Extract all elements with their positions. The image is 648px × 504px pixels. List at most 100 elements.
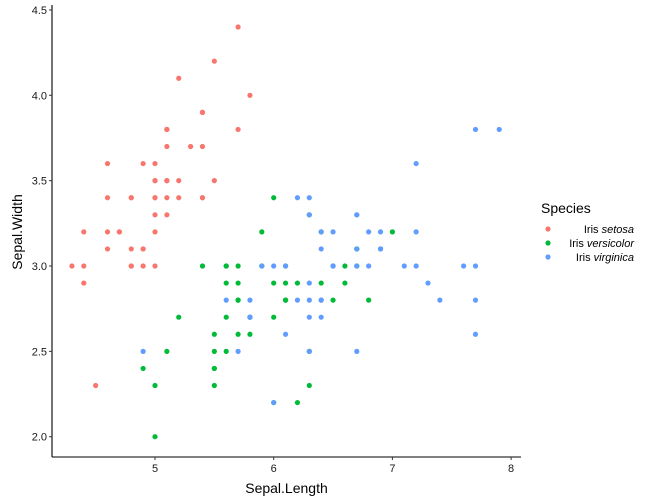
data-point [235,297,241,303]
data-point [282,280,289,286]
x-tick-label: 5 [152,463,158,475]
legend-title: Species [541,200,591,216]
x-tick-label: 6 [271,463,277,475]
data-point [354,263,360,269]
data-point [271,314,277,320]
data-point [199,195,206,201]
data-point [354,348,360,354]
data-point [199,143,206,150]
data-point [294,280,301,286]
data-point [211,178,217,184]
data-point [176,75,182,81]
x-axis-title: Sepal.Length [245,480,328,496]
data-point [294,297,301,303]
data-point [140,365,146,372]
data-point [306,297,312,303]
data-point [152,178,158,184]
data-point [152,160,158,167]
data-point [330,263,336,269]
data-point [413,229,419,235]
y-axis: 2.0 2.5 3.0 3.5 4.0 4.5 [32,5,53,457]
data-point [211,331,217,337]
data-point [235,263,241,269]
data-point [247,314,253,320]
data-point [318,314,324,320]
data-point [306,195,312,201]
data-point [330,229,336,235]
data-point [377,229,384,235]
legend-label-virginica: Iris virginica [576,252,634,264]
data-point [176,178,182,184]
data-point [235,331,241,337]
data-point [318,246,324,252]
data-point [306,382,312,389]
data-point [152,434,158,440]
data-point [140,348,146,354]
data-point [389,229,395,235]
data-point [104,195,111,201]
data-point [306,280,312,286]
data-point [81,280,87,286]
data-point [247,92,253,98]
y-tick-label: 2.5 [32,346,47,358]
data-point [271,195,277,201]
data-point [342,263,348,269]
data-point [318,280,324,286]
data-point [164,348,170,354]
data-point [211,382,217,389]
data-point [128,263,134,269]
data-point [496,126,502,133]
legend-key-virginica [545,254,551,260]
y-tick-label: 2.0 [32,432,47,444]
data-point [472,331,479,337]
data-point [176,195,182,201]
data-point [306,212,312,218]
data-point [366,297,372,303]
data-point [176,314,182,320]
y-tick-label: 3.5 [32,176,47,188]
data-point [306,314,312,320]
data-point [401,263,407,269]
data-point [116,229,122,235]
data-point [342,280,348,286]
data-point [128,246,134,252]
data-point [472,297,479,303]
data-point [152,382,158,389]
data-point [104,246,111,252]
data-point [152,212,158,218]
data-point [354,212,360,218]
data-point [318,297,324,303]
data-point [330,297,336,303]
data-point [164,143,170,150]
data-point [366,263,372,269]
data-point [164,212,170,218]
data-point [413,263,419,269]
x-tick-label: 7 [389,463,395,475]
data-point [211,348,217,354]
data-point [223,314,229,320]
data-point [259,229,265,235]
series-virginica [140,126,502,406]
legend-label-setosa: Iris setosa [584,224,634,236]
data-point [81,263,87,269]
data-point [104,160,111,167]
legend: Species Iris setosa Iris versicolor Iris v… [541,200,635,264]
data-point [128,195,134,201]
data-point [235,24,241,30]
data-point [271,280,277,286]
data-point [318,229,324,235]
y-axis-title: Sepal.Width [9,194,25,269]
data-point [247,331,253,337]
data-point [235,348,241,354]
data-point [104,229,111,235]
data-point [211,365,217,372]
data-point [152,263,158,269]
series-setosa [69,24,253,389]
data-point [472,126,479,133]
data-point [223,280,229,286]
data-point [413,160,419,167]
y-tick-label: 4.0 [32,90,47,102]
data-point [235,126,241,133]
data-point [461,263,467,269]
